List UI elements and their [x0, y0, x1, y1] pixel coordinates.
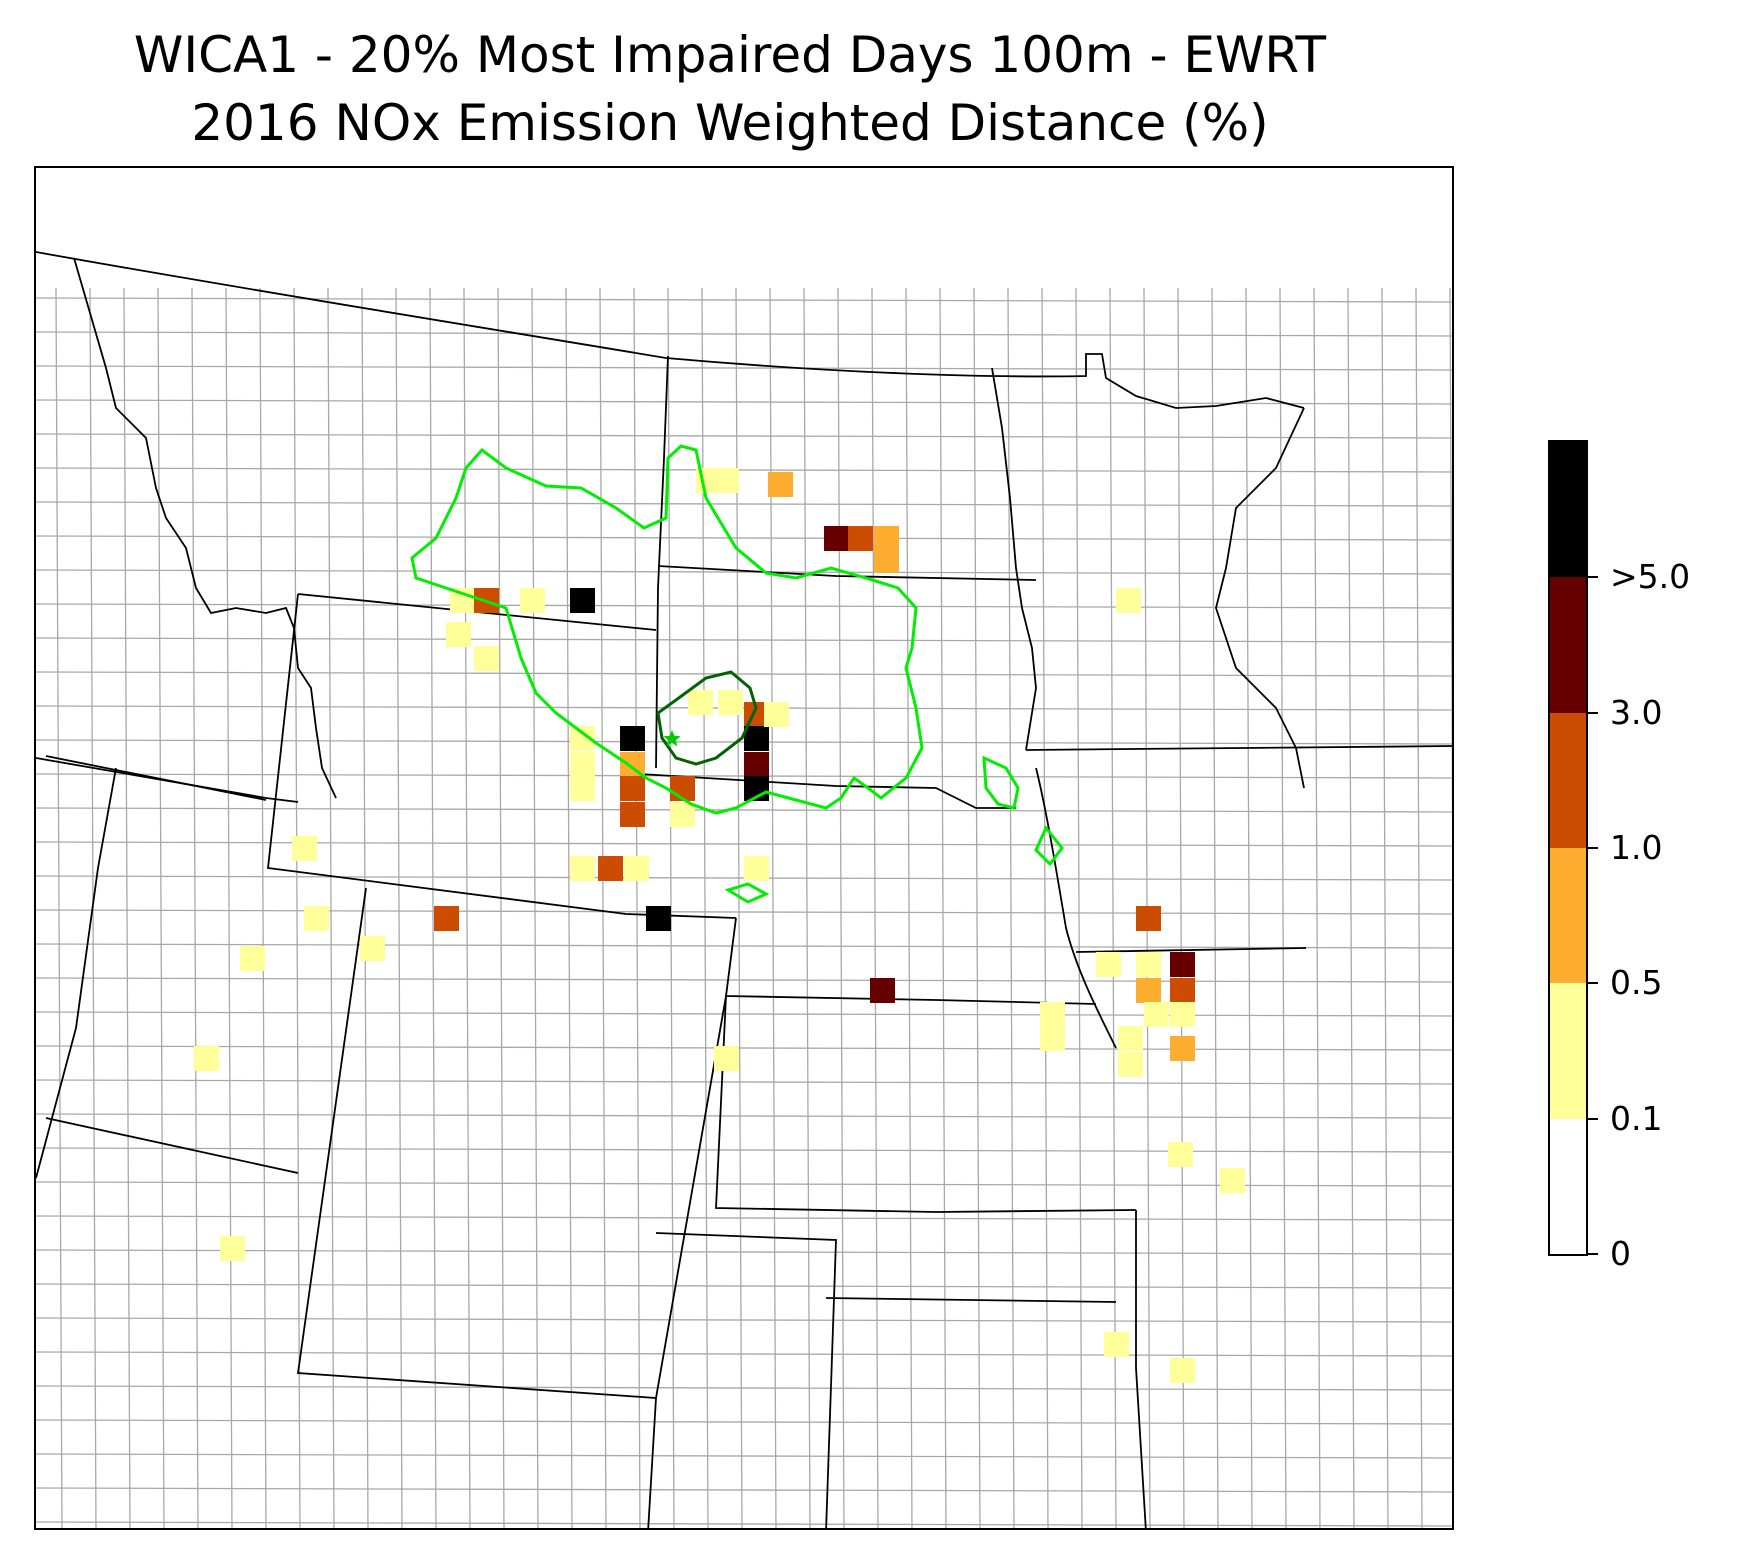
emission-cell [1170, 1002, 1195, 1027]
emission-cell [870, 978, 895, 1003]
emission-cell [714, 468, 739, 493]
emission-cells [194, 468, 1245, 1383]
colorbar-tick-label: >5.0 [1610, 557, 1691, 597]
emission-cell [360, 936, 385, 961]
emission-cell [1104, 1332, 1129, 1357]
emission-cell [1144, 1002, 1169, 1027]
emission-cell [1170, 978, 1195, 1003]
emission-cell [520, 588, 545, 613]
emission-cell [598, 856, 623, 881]
colorbar-tick [1588, 711, 1598, 714]
emission-cell [194, 1046, 219, 1071]
emission-cell [1170, 952, 1195, 977]
emission-cell [570, 776, 595, 801]
emission-cell [688, 690, 713, 715]
colorbar-tick-label: 3.0 [1610, 692, 1663, 732]
colorbar-segment [1550, 983, 1586, 1119]
emission-cell [446, 622, 471, 647]
colorbar-tick [1588, 1117, 1598, 1120]
emission-cell [1040, 1002, 1065, 1027]
emission-cell [620, 726, 645, 751]
colorbar-tick [1588, 1253, 1598, 1255]
emission-cell [570, 752, 595, 777]
emission-cell [570, 588, 595, 613]
emission-cell [220, 1236, 245, 1261]
emission-cell [744, 752, 769, 777]
emission-cell [1136, 906, 1161, 931]
colorbar-tick-label: 0.5 [1610, 963, 1663, 1003]
emission-cell [744, 856, 769, 881]
colorbar-tick [1588, 576, 1598, 579]
emission-cell [1220, 1168, 1245, 1193]
emission-cell [874, 548, 899, 573]
emission-cell [1170, 1036, 1195, 1061]
emission-cell [670, 802, 695, 827]
emission-cell [304, 906, 329, 931]
emission-cell [292, 836, 317, 861]
emission-cell [1136, 952, 1161, 977]
county-boundaries [36, 287, 1452, 1528]
emission-cell [768, 472, 793, 497]
colorbar-segment [1550, 712, 1586, 848]
emission-cell [744, 726, 769, 751]
map-title-line-1: WICA1 - 20% Most Impaired Days 100m - EW… [133, 26, 1327, 84]
emission-cell [624, 856, 649, 881]
colorbar-segment [1550, 848, 1586, 984]
emission-cell [646, 906, 671, 931]
colorbar-tick-label: 0.1 [1610, 1098, 1663, 1138]
emission-cell [1168, 1142, 1193, 1167]
emission-cell [714, 1046, 739, 1071]
emission-cell [848, 526, 873, 551]
colorbar-tick-label: 0 [1610, 1234, 1631, 1273]
emission-cell [1116, 588, 1141, 613]
emission-cell [1118, 1052, 1143, 1077]
emission-cell [874, 526, 899, 551]
star-icon [663, 730, 681, 747]
emission-cell [240, 946, 265, 971]
emission-cell [620, 776, 645, 801]
emission-cell [764, 702, 789, 727]
state-boundaries [36, 251, 1452, 1528]
map-title-line-2: 2016 NOx Emission Weighted Distance (%) [191, 94, 1269, 152]
contour-outer [410, 444, 1064, 904]
emission-cell [1096, 952, 1121, 977]
emission-cell [474, 646, 499, 671]
map-frame [34, 166, 1454, 1530]
colorbar-tick-label: 1.0 [1610, 828, 1663, 867]
emission-cell [620, 802, 645, 827]
emission-cell [1040, 1026, 1065, 1051]
emission-cell [434, 906, 459, 931]
contour-inner [656, 670, 758, 766]
emission-cell [824, 526, 849, 551]
map-canvas [36, 251, 1452, 1528]
emission-cell [570, 856, 595, 881]
emission-cell [1136, 978, 1161, 1003]
colorbar-tick [1588, 982, 1598, 985]
emission-cell [1170, 1358, 1195, 1383]
emission-cell [718, 690, 743, 715]
emission-cell [1118, 1026, 1143, 1051]
colorbar [1548, 440, 1588, 1256]
colorbar-segment [1550, 577, 1586, 713]
colorbar-tick [1588, 847, 1598, 849]
colorbar-segment [1550, 1118, 1586, 1254]
colorbar-segment [1550, 442, 1586, 578]
